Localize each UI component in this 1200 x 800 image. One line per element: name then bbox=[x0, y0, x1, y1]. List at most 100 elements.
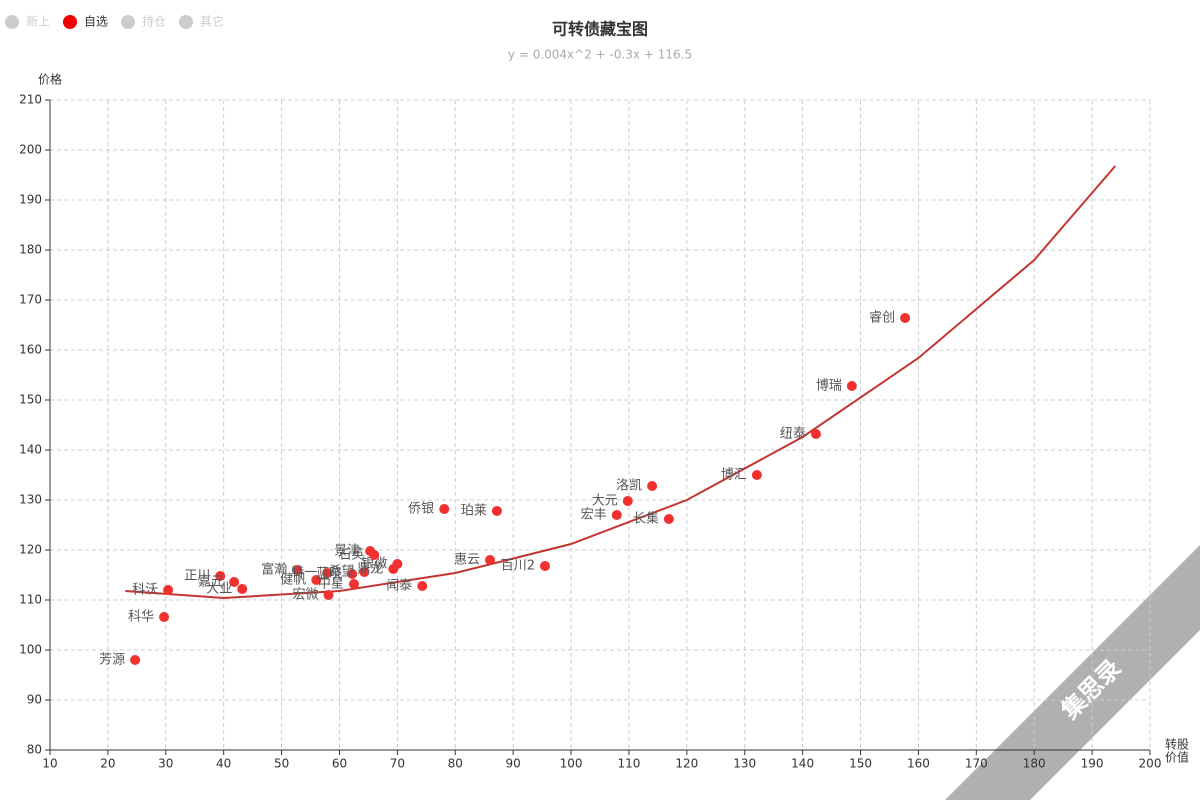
y-tick-label: 80 bbox=[27, 743, 42, 757]
point-label: 银微 bbox=[361, 557, 387, 572]
point-label: 正川 bbox=[184, 569, 210, 584]
x-tick-label: 60 bbox=[332, 757, 347, 771]
point bbox=[322, 568, 333, 578]
point bbox=[611, 510, 622, 520]
x-tick-label: 120 bbox=[675, 757, 698, 771]
point bbox=[369, 550, 380, 560]
point bbox=[215, 571, 226, 581]
x-tick-label: 90 bbox=[506, 757, 521, 771]
point bbox=[359, 567, 370, 577]
point-label: 科华 bbox=[128, 610, 154, 625]
y-tick-label: 200 bbox=[19, 143, 42, 157]
chart-subtitle: y = 0.004x^2 + -0.3x + 116.5 bbox=[508, 48, 692, 62]
point-label: 纽泰 bbox=[780, 427, 806, 442]
point-label: 芳源 bbox=[99, 653, 125, 668]
x-tick-label: 30 bbox=[158, 757, 173, 771]
x-tick-label: 70 bbox=[390, 757, 405, 771]
point bbox=[229, 577, 240, 587]
point bbox=[540, 561, 550, 571]
y-tick-label: 100 bbox=[19, 643, 42, 657]
point-label: 中星 bbox=[318, 577, 344, 592]
legend-marker[interactable] bbox=[179, 15, 193, 29]
x-tick-label: 170 bbox=[965, 757, 988, 771]
point bbox=[491, 506, 502, 516]
point bbox=[392, 559, 403, 569]
point-label: 健帆 bbox=[280, 573, 306, 588]
point-label: 宏微 bbox=[292, 588, 318, 603]
x-tick-label: 140 bbox=[791, 757, 814, 771]
chart-title: 可转债藏宝图 bbox=[552, 20, 648, 39]
point-label: 希望 bbox=[328, 564, 354, 580]
x-tick-label: 200 bbox=[1139, 757, 1162, 771]
y-tick-label: 190 bbox=[19, 193, 42, 207]
point bbox=[439, 504, 450, 514]
point-label: 特一 bbox=[291, 566, 317, 581]
point-label: 百川2 bbox=[501, 559, 535, 574]
point-label: 长集 bbox=[633, 511, 659, 527]
point bbox=[663, 514, 674, 524]
point bbox=[323, 590, 334, 600]
y-tick-label: 160 bbox=[19, 343, 42, 357]
point bbox=[810, 429, 821, 439]
legend-label[interactable]: 持仓 bbox=[142, 14, 166, 29]
x-tick-label: 160 bbox=[907, 757, 930, 771]
point-label: 珀莱 bbox=[461, 504, 487, 519]
point-label: 鼎龙 bbox=[357, 562, 383, 577]
point-label: 洛凯 bbox=[616, 479, 642, 494]
point-label: 宏丰 bbox=[581, 508, 607, 523]
x-tick-label: 130 bbox=[733, 757, 756, 771]
point-label: 科沃 bbox=[132, 583, 158, 598]
legend-marker[interactable] bbox=[121, 15, 135, 29]
y-tick-label: 140 bbox=[19, 443, 42, 457]
point-label: 博汇 bbox=[721, 468, 747, 483]
point bbox=[417, 581, 428, 591]
legend-marker[interactable] bbox=[63, 15, 77, 29]
point-label: 大元 bbox=[592, 494, 618, 509]
y-tick-label: 110 bbox=[19, 593, 42, 607]
point bbox=[292, 565, 303, 575]
y-tick-label: 180 bbox=[19, 243, 42, 257]
point bbox=[647, 481, 658, 491]
x-tick-label: 110 bbox=[617, 757, 640, 771]
x-axis-label: 价值 bbox=[1165, 750, 1189, 765]
point-label: 景津 bbox=[334, 544, 360, 559]
y-tick-label: 130 bbox=[19, 493, 42, 507]
point bbox=[347, 569, 358, 579]
point bbox=[622, 496, 633, 506]
legend-marker[interactable] bbox=[5, 15, 19, 29]
x-tick-label: 50 bbox=[274, 757, 289, 771]
x-axis-label: 转股 bbox=[1165, 737, 1189, 752]
x-tick-label: 80 bbox=[448, 757, 463, 771]
point-label: 蓝晓 bbox=[316, 567, 342, 582]
point bbox=[163, 585, 174, 595]
point-label: 惠云 bbox=[454, 553, 480, 568]
legend-label[interactable]: 自选 bbox=[84, 15, 108, 29]
point-label: 睿创 bbox=[869, 311, 895, 326]
y-axis-label: 价格 bbox=[38, 72, 62, 87]
point-label: 石英 bbox=[338, 548, 364, 563]
legend-label[interactable]: 新上 bbox=[26, 14, 50, 29]
y-tick-label: 150 bbox=[19, 393, 42, 407]
point bbox=[348, 579, 359, 589]
x-tick-label: 190 bbox=[1081, 757, 1104, 771]
y-tick-label: 120 bbox=[19, 543, 42, 557]
point bbox=[485, 555, 495, 565]
point bbox=[159, 612, 170, 622]
y-tick-label: 170 bbox=[19, 293, 42, 307]
x-tick-label: 10 bbox=[42, 757, 57, 771]
point-label: 富瀚 bbox=[261, 562, 287, 578]
fit-curve bbox=[125, 165, 1117, 600]
y-tick-label: 90 bbox=[27, 693, 42, 707]
point bbox=[237, 584, 248, 594]
x-tick-label: 20 bbox=[100, 757, 115, 771]
point-label: 大业 bbox=[206, 582, 232, 597]
point bbox=[846, 381, 857, 391]
x-tick-label: 100 bbox=[560, 757, 583, 771]
point bbox=[900, 313, 911, 323]
legend-label[interactable]: 其它 bbox=[200, 14, 224, 29]
point-label: 博瑞 bbox=[816, 379, 842, 394]
point bbox=[130, 655, 141, 665]
point-label: 侨银 bbox=[408, 502, 434, 517]
point bbox=[751, 470, 762, 480]
